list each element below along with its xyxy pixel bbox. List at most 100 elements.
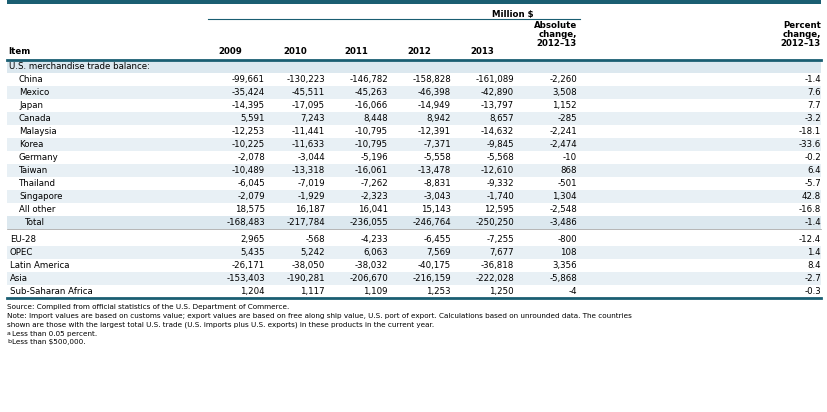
- Text: -14,395: -14,395: [232, 101, 265, 110]
- Text: -12,391: -12,391: [418, 127, 451, 136]
- Text: -36,818: -36,818: [480, 261, 514, 270]
- Text: -7,371: -7,371: [423, 140, 451, 149]
- Text: -16,066: -16,066: [354, 101, 388, 110]
- Text: -7,019: -7,019: [297, 179, 325, 188]
- Text: -4: -4: [567, 287, 576, 296]
- Text: -1.4: -1.4: [803, 75, 820, 84]
- Text: 8,448: 8,448: [363, 114, 388, 123]
- Text: 8.4: 8.4: [806, 261, 820, 270]
- Text: -153,403: -153,403: [226, 274, 265, 283]
- Text: -1.4: -1.4: [803, 218, 820, 227]
- Text: -14,949: -14,949: [418, 101, 451, 110]
- Text: -217,784: -217,784: [286, 218, 325, 227]
- Bar: [7, 216, 820, 229]
- Text: -13,478: -13,478: [418, 166, 451, 175]
- Text: Japan: Japan: [19, 101, 43, 110]
- Text: -40,175: -40,175: [418, 261, 451, 270]
- Bar: [7, 246, 820, 259]
- Text: 1,109: 1,109: [363, 287, 388, 296]
- Text: -35,424: -35,424: [232, 88, 265, 97]
- Text: U.S. merchandise trade balance:: U.S. merchandise trade balance:: [9, 62, 150, 71]
- Text: -2,323: -2,323: [360, 192, 388, 201]
- Text: -5,568: -5,568: [485, 153, 514, 162]
- Text: -9,332: -9,332: [485, 179, 514, 188]
- Text: 7.6: 7.6: [806, 88, 820, 97]
- Text: -3.2: -3.2: [803, 114, 820, 123]
- Text: 1,117: 1,117: [300, 287, 325, 296]
- Text: Note: Import values are based on customs value; export values are based on free : Note: Import values are based on customs…: [7, 313, 631, 319]
- Text: -2,548: -2,548: [548, 205, 576, 214]
- Text: 1,152: 1,152: [552, 101, 576, 110]
- Text: 16,187: 16,187: [294, 205, 325, 214]
- Text: 2012: 2012: [407, 47, 431, 56]
- Text: -158,828: -158,828: [412, 75, 451, 84]
- Text: -33.6: -33.6: [798, 140, 820, 149]
- Text: -10,489: -10,489: [232, 166, 265, 175]
- Text: -12.4: -12.4: [798, 235, 820, 244]
- Text: -285: -285: [557, 114, 576, 123]
- Bar: [7, 259, 820, 272]
- Text: 2012–13: 2012–13: [536, 39, 576, 48]
- Text: 16,041: 16,041: [357, 205, 388, 214]
- Text: All other: All other: [19, 205, 55, 214]
- Text: -800: -800: [557, 235, 576, 244]
- Bar: [7, 73, 820, 86]
- Text: Asia: Asia: [10, 274, 28, 283]
- Text: -2,241: -2,241: [548, 127, 576, 136]
- Text: Absolute: Absolute: [533, 21, 576, 30]
- Text: Taiwan: Taiwan: [19, 166, 48, 175]
- Text: 8,942: 8,942: [426, 114, 451, 123]
- Bar: [7, 86, 820, 99]
- Text: -10,795: -10,795: [355, 127, 388, 136]
- Bar: [7, 151, 820, 164]
- Text: 108: 108: [560, 248, 576, 257]
- Text: EU-28: EU-28: [10, 235, 36, 244]
- Bar: [7, 112, 820, 125]
- Text: 6,063: 6,063: [363, 248, 388, 257]
- Text: -168,483: -168,483: [226, 218, 265, 227]
- Text: 1,304: 1,304: [552, 192, 576, 201]
- Text: 1,250: 1,250: [489, 287, 514, 296]
- Text: -13,318: -13,318: [291, 166, 325, 175]
- Text: -0.2: -0.2: [803, 153, 820, 162]
- Text: -6,045: -6,045: [237, 179, 265, 188]
- Text: -3,044: -3,044: [297, 153, 325, 162]
- Text: -206,670: -206,670: [349, 274, 388, 283]
- Text: -10,225: -10,225: [232, 140, 265, 149]
- Text: -2,474: -2,474: [548, 140, 576, 149]
- Text: -3,486: -3,486: [548, 218, 576, 227]
- Bar: [7, 203, 820, 216]
- Text: -16.8: -16.8: [798, 205, 820, 214]
- Text: -45,511: -45,511: [291, 88, 325, 97]
- Text: -501: -501: [557, 179, 576, 188]
- Text: Less than $500,000.: Less than $500,000.: [12, 339, 85, 345]
- Text: -250,250: -250,250: [475, 218, 514, 227]
- Text: -146,782: -146,782: [349, 75, 388, 84]
- Text: 868: 868: [560, 166, 576, 175]
- Bar: [7, 190, 820, 203]
- Text: Million $: Million $: [491, 10, 533, 19]
- Text: Thailand: Thailand: [19, 179, 56, 188]
- Bar: [7, 125, 820, 138]
- Bar: [7, 233, 820, 246]
- Bar: [7, 177, 820, 190]
- Text: -13,797: -13,797: [480, 101, 514, 110]
- Text: 2012–13: 2012–13: [780, 39, 820, 48]
- Text: shown are those with the largest total U.S. trade (U.S. imports plus U.S. export: shown are those with the largest total U…: [7, 321, 433, 328]
- Text: 7,677: 7,677: [489, 248, 514, 257]
- Text: Malaysia: Malaysia: [19, 127, 56, 136]
- Text: a: a: [7, 331, 11, 336]
- Text: -5,196: -5,196: [360, 153, 388, 162]
- Text: -161,089: -161,089: [475, 75, 514, 84]
- Text: -568: -568: [305, 235, 325, 244]
- Text: -5.7: -5.7: [803, 179, 820, 188]
- Text: -17,095: -17,095: [292, 101, 325, 110]
- Text: Singapore: Singapore: [19, 192, 62, 201]
- Text: 5,591: 5,591: [240, 114, 265, 123]
- Bar: [7, 0, 820, 4]
- Text: Canada: Canada: [19, 114, 52, 123]
- Text: -2,260: -2,260: [548, 75, 576, 84]
- Text: OPEC: OPEC: [10, 248, 33, 257]
- Text: Latin America: Latin America: [10, 261, 69, 270]
- Text: 12,595: 12,595: [484, 205, 514, 214]
